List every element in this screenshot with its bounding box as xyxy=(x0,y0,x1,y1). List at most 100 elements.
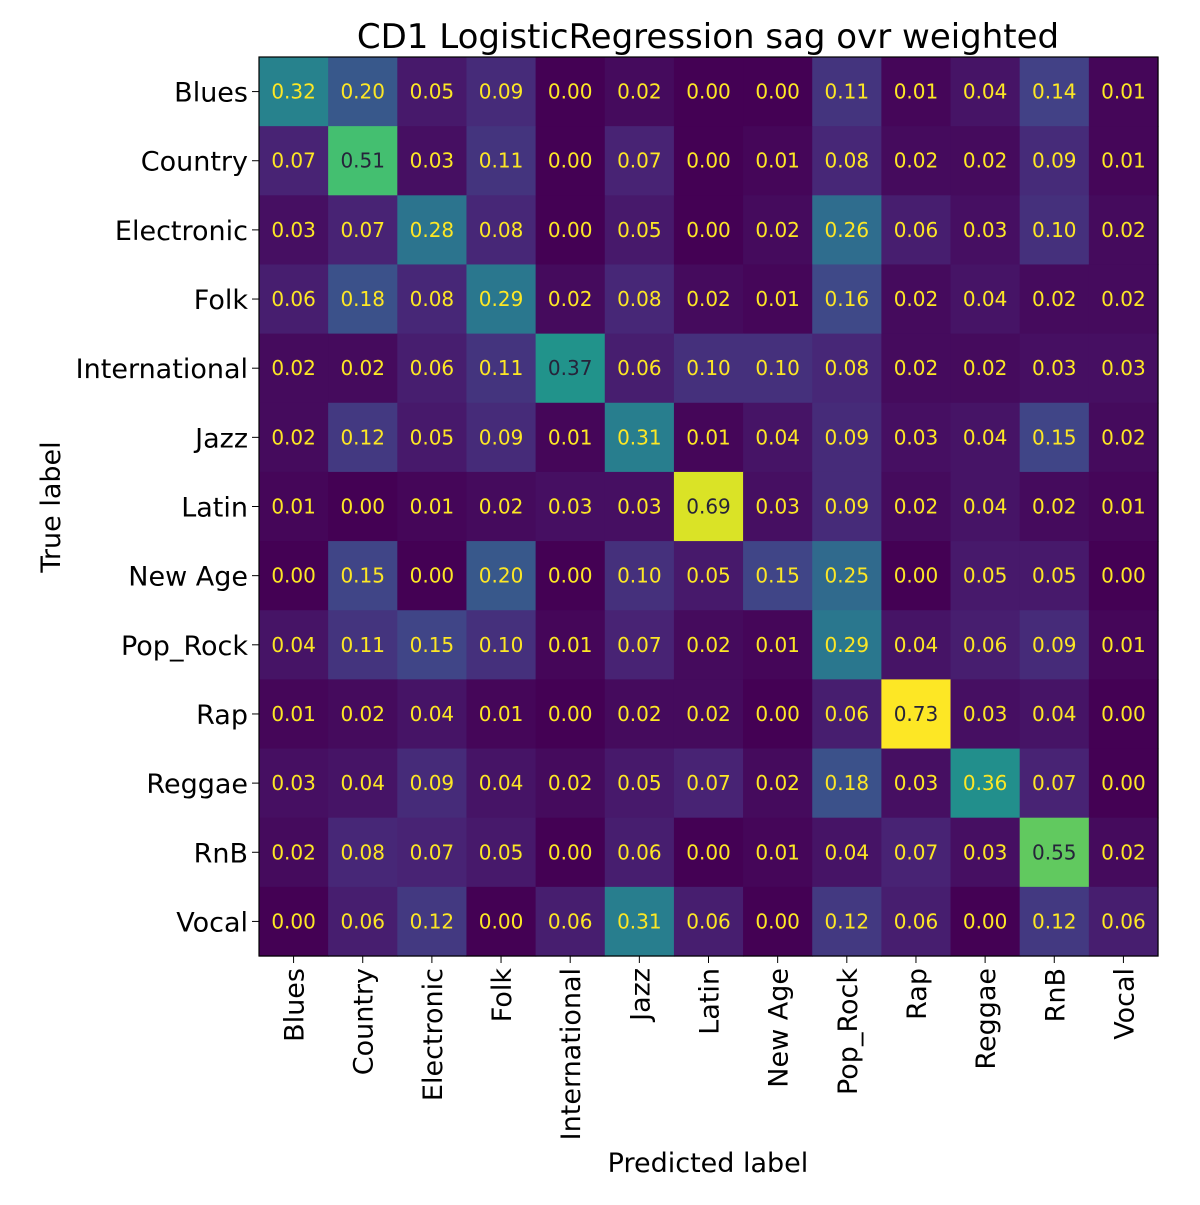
heatmap-cell xyxy=(259,541,329,611)
heatmap-cell xyxy=(259,817,329,888)
heatmap-cell xyxy=(397,57,468,127)
heatmap-cell xyxy=(1019,541,1090,611)
cell-value-label: 0.00 xyxy=(894,564,939,588)
cell-value-label: 0.09 xyxy=(410,771,455,795)
cell-value-label: 0.04 xyxy=(340,771,385,795)
x-axis-ticks: Blues Country Electronic Folk International J… xyxy=(280,956,1140,1140)
cell-value-label: 0.00 xyxy=(1101,702,1146,726)
heatmap-cell xyxy=(950,195,1021,266)
cell-value-label: 0.07 xyxy=(617,633,662,657)
cell-value-label: 0.03 xyxy=(755,495,800,519)
x-tick-label: RnB xyxy=(1040,968,1071,1022)
heatmap-cell xyxy=(1019,610,1090,680)
cell-value-labels: 0.32 0.20 0.05 0.09 0.00 0.02 0.00 0.00 0.11 0.01… xyxy=(271,80,1145,934)
cell-value-label: 0.10 xyxy=(1032,218,1077,242)
heatmap-cell xyxy=(604,817,675,888)
cell-value-label: 0.09 xyxy=(1032,149,1077,173)
y-tick-label: Jazz xyxy=(193,423,248,454)
heatmap-cell xyxy=(604,333,675,404)
heatmap-cell xyxy=(1088,748,1159,819)
cell-value-label: 0.06 xyxy=(548,909,593,933)
cell-value-label: 0.02 xyxy=(479,495,524,519)
cell-value-label: 0.00 xyxy=(548,702,593,726)
heatmap-cell xyxy=(1019,748,1090,819)
heatmap-cell xyxy=(743,541,813,611)
heatmap-cell xyxy=(535,264,606,335)
cell-value-label: 0.04 xyxy=(755,425,800,449)
heatmap-cell xyxy=(1019,817,1090,888)
cell-value-label: 0.26 xyxy=(825,218,870,242)
cell-value-label: 0.01 xyxy=(755,287,800,311)
heatmap-cell xyxy=(673,886,744,957)
cell-value-label: 0.02 xyxy=(340,702,385,726)
x-tick-label: Pop_Rock xyxy=(833,968,864,1095)
heatmap-cell xyxy=(881,126,952,196)
cell-value-label: 0.12 xyxy=(825,909,870,933)
cell-value-label: 0.02 xyxy=(894,287,939,311)
heatmap-cell xyxy=(535,886,606,957)
heatmap-cell xyxy=(466,610,537,680)
cell-value-label: 0.08 xyxy=(479,218,524,242)
heatmap-cell xyxy=(1019,679,1090,750)
cell-value-label: 0.01 xyxy=(271,702,316,726)
heatmap-cell xyxy=(604,57,675,127)
heatmap-cell xyxy=(1088,541,1159,611)
cell-value-label: 0.06 xyxy=(894,909,939,933)
heatmap-cell xyxy=(466,817,537,888)
cell-value-label: 0.02 xyxy=(963,356,1008,380)
cell-value-label: 0.12 xyxy=(1032,909,1077,933)
cell-value-label: 0.20 xyxy=(479,564,524,588)
cell-value-label: 0.00 xyxy=(340,495,385,519)
cell-value-label: 0.12 xyxy=(410,909,455,933)
cell-value-label: 0.00 xyxy=(548,80,593,104)
heatmap-cell xyxy=(950,817,1021,888)
cell-value-label: 0.02 xyxy=(963,149,1008,173)
cell-value-label: 0.02 xyxy=(271,840,316,864)
cell-value-label: 0.03 xyxy=(1032,356,1077,380)
cell-value-label: 0.03 xyxy=(963,702,1008,726)
heatmap-cell xyxy=(397,610,468,680)
heatmap-cell xyxy=(1019,471,1090,542)
x-tick-label: Jazz xyxy=(625,968,656,1023)
cell-value-label: 0.09 xyxy=(1032,633,1077,657)
heatmap-cell xyxy=(259,264,329,335)
cell-value-label: 0.11 xyxy=(340,633,385,657)
cell-value-label: 0.07 xyxy=(1032,771,1077,795)
cell-value-label: 0.07 xyxy=(271,149,316,173)
cell-value-label: 0.00 xyxy=(686,218,731,242)
cell-value-label: 0.02 xyxy=(548,287,593,311)
heatmap-cell xyxy=(259,471,329,542)
cell-value-label: 0.07 xyxy=(340,218,385,242)
heatmap-cell xyxy=(950,541,1021,611)
heatmap-cell xyxy=(397,679,468,750)
cell-value-label: 0.03 xyxy=(548,495,593,519)
heatmap-cell xyxy=(1088,126,1159,196)
heatmap-cell xyxy=(743,748,813,819)
heatmap-cell xyxy=(328,748,398,819)
heatmap-cell xyxy=(881,748,952,819)
cell-value-label: 0.10 xyxy=(617,564,662,588)
x-tick-label: New Age xyxy=(764,968,795,1088)
heatmap-cell xyxy=(397,748,468,819)
heatmap-cell xyxy=(604,541,675,611)
heatmap-cell xyxy=(397,541,468,611)
cell-value-label: 0.04 xyxy=(410,702,455,726)
cell-value-label: 0.51 xyxy=(340,149,385,173)
cell-value-label: 0.08 xyxy=(617,287,662,311)
cell-value-label: 0.55 xyxy=(1032,840,1077,864)
cell-value-label: 0.00 xyxy=(271,909,316,933)
heatmap-cell xyxy=(259,748,329,819)
heatmap-cell xyxy=(812,195,882,266)
cell-value-label: 0.05 xyxy=(686,564,731,588)
cell-value-label: 0.00 xyxy=(548,840,593,864)
heatmap-cell xyxy=(466,57,537,127)
cell-value-label: 0.02 xyxy=(755,771,800,795)
y-tick-label: Pop_Rock xyxy=(121,631,248,662)
heatmap-cell xyxy=(1088,471,1159,542)
heatmap-cell xyxy=(950,886,1021,957)
heatmap-cell xyxy=(812,126,882,196)
cell-value-label: 0.37 xyxy=(548,356,593,380)
heatmap-cell xyxy=(259,195,329,266)
cell-value-label: 0.18 xyxy=(340,287,385,311)
